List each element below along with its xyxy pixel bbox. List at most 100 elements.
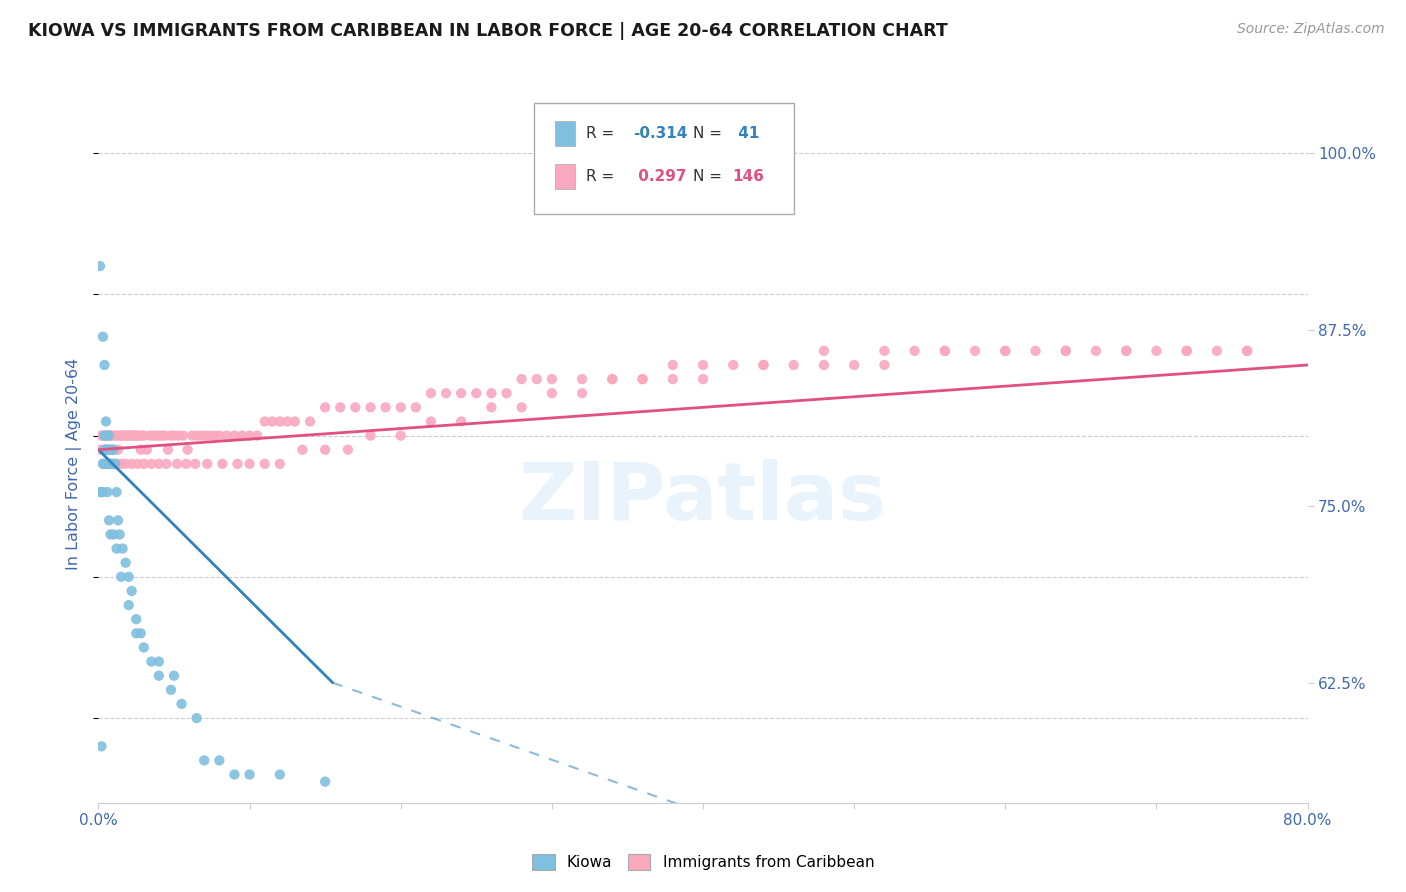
Point: [269, 457, 291, 471]
Legend: Kiowa, Immigrants from Caribbean: Kiowa, Immigrants from Caribbean: [526, 848, 880, 877]
Point: [231, 428, 253, 442]
Text: 146: 146: [733, 169, 765, 184]
Point: [1115, 343, 1137, 358]
Point: [226, 457, 249, 471]
Point: [94, 415, 117, 429]
Point: [193, 754, 215, 768]
Point: [692, 372, 714, 386]
Point: [104, 457, 127, 471]
Point: [344, 401, 367, 415]
Point: [314, 774, 336, 789]
Point: [118, 428, 141, 442]
Point: [1054, 343, 1077, 358]
Point: [94, 428, 117, 442]
Point: [114, 428, 136, 442]
Point: [873, 343, 896, 358]
Point: [121, 584, 143, 599]
Point: [103, 457, 125, 471]
Point: [128, 428, 150, 442]
Point: [602, 372, 624, 386]
Point: [224, 767, 246, 781]
Point: [239, 767, 262, 781]
Point: [360, 401, 382, 415]
Point: [239, 457, 262, 471]
Point: [662, 358, 685, 372]
Point: [269, 415, 291, 429]
Point: [127, 428, 149, 442]
Point: [190, 428, 212, 442]
Point: [934, 343, 956, 358]
Point: [98, 457, 121, 471]
Point: [100, 442, 122, 457]
Point: [101, 457, 124, 471]
Point: [276, 415, 298, 429]
Point: [101, 428, 124, 442]
Point: [94, 428, 117, 442]
Point: [314, 442, 336, 457]
Point: [98, 442, 121, 457]
Point: [132, 640, 155, 655]
Point: [692, 358, 714, 372]
Point: [1236, 343, 1258, 358]
Point: [1175, 343, 1198, 358]
Point: [195, 457, 218, 471]
Point: [1054, 343, 1077, 358]
Point: [148, 669, 170, 683]
Point: [96, 442, 118, 457]
Point: [110, 457, 132, 471]
Point: [631, 372, 654, 386]
Point: [160, 428, 183, 442]
Point: [526, 372, 548, 386]
Point: [112, 428, 135, 442]
Point: [148, 655, 170, 669]
Text: Source: ZipAtlas.com: Source: ZipAtlas.com: [1237, 22, 1385, 37]
Point: [374, 401, 396, 415]
Point: [1236, 343, 1258, 358]
Point: [153, 428, 176, 442]
Text: 41: 41: [733, 127, 759, 141]
Point: [1144, 343, 1167, 358]
Point: [200, 428, 222, 442]
Point: [148, 457, 170, 471]
Point: [129, 626, 152, 640]
Point: [111, 541, 134, 556]
Point: [100, 457, 122, 471]
Point: [108, 428, 131, 442]
Point: [114, 457, 136, 471]
Point: [752, 358, 775, 372]
Point: [121, 428, 143, 442]
Point: [495, 386, 517, 401]
Point: [120, 428, 142, 442]
Point: [420, 386, 443, 401]
Point: [602, 372, 624, 386]
Point: [167, 428, 190, 442]
Point: [96, 457, 118, 471]
Point: [360, 428, 382, 442]
Point: [107, 513, 129, 527]
Point: [91, 330, 114, 344]
Point: [135, 442, 157, 457]
Point: [184, 457, 207, 471]
Point: [110, 570, 132, 584]
Y-axis label: In Labor Force | Age 20-64: In Labor Force | Age 20-64: [66, 358, 83, 570]
Point: [91, 428, 114, 442]
Point: [155, 457, 177, 471]
Point: [291, 442, 314, 457]
Point: [124, 428, 146, 442]
Point: [299, 415, 322, 429]
Point: [253, 457, 276, 471]
Point: [253, 415, 276, 429]
Point: [215, 428, 238, 442]
Point: [96, 442, 118, 457]
Point: [98, 513, 121, 527]
Point: [723, 358, 745, 372]
Point: [204, 428, 226, 442]
Point: [174, 457, 197, 471]
Point: [481, 386, 503, 401]
Point: [103, 527, 125, 541]
Point: [111, 428, 134, 442]
Point: [110, 428, 132, 442]
Point: [125, 626, 148, 640]
Text: -0.314: -0.314: [633, 127, 688, 141]
Point: [93, 457, 115, 471]
